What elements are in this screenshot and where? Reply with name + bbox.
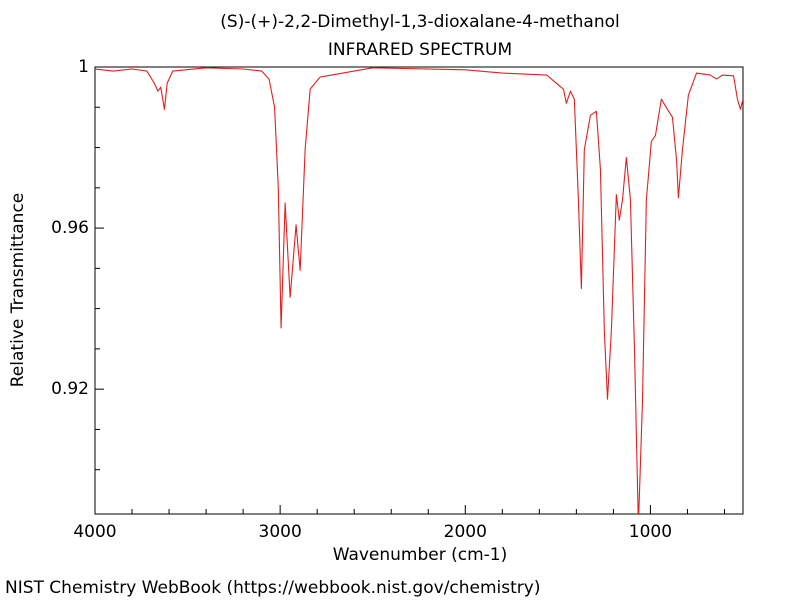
y-tick-label: 0.92: [51, 379, 89, 399]
x-tick-label: 3000: [259, 522, 302, 542]
y-tick-label: 0.96: [51, 218, 89, 238]
y-tick-label: 1: [78, 57, 89, 77]
y-axis-label: Relative Transmittance: [8, 193, 28, 388]
x-tick-label: 4000: [73, 522, 116, 542]
x-tick-label: 1000: [629, 522, 672, 542]
plot-frame: [94, 66, 744, 515]
x-tick-label: 2000: [444, 522, 487, 542]
spectrum-line: [95, 67, 743, 514]
chart-title: (S)-(+)-2,2-Dimethyl-1,3-dioxalane-4-met…: [220, 12, 619, 32]
source-note: NIST Chemistry WebBook (https://webbook.…: [5, 578, 540, 598]
x-axis-label: Wavenumber (cm-1): [333, 545, 508, 565]
chart-subtitle: INFRARED SPECTRUM: [328, 40, 512, 60]
